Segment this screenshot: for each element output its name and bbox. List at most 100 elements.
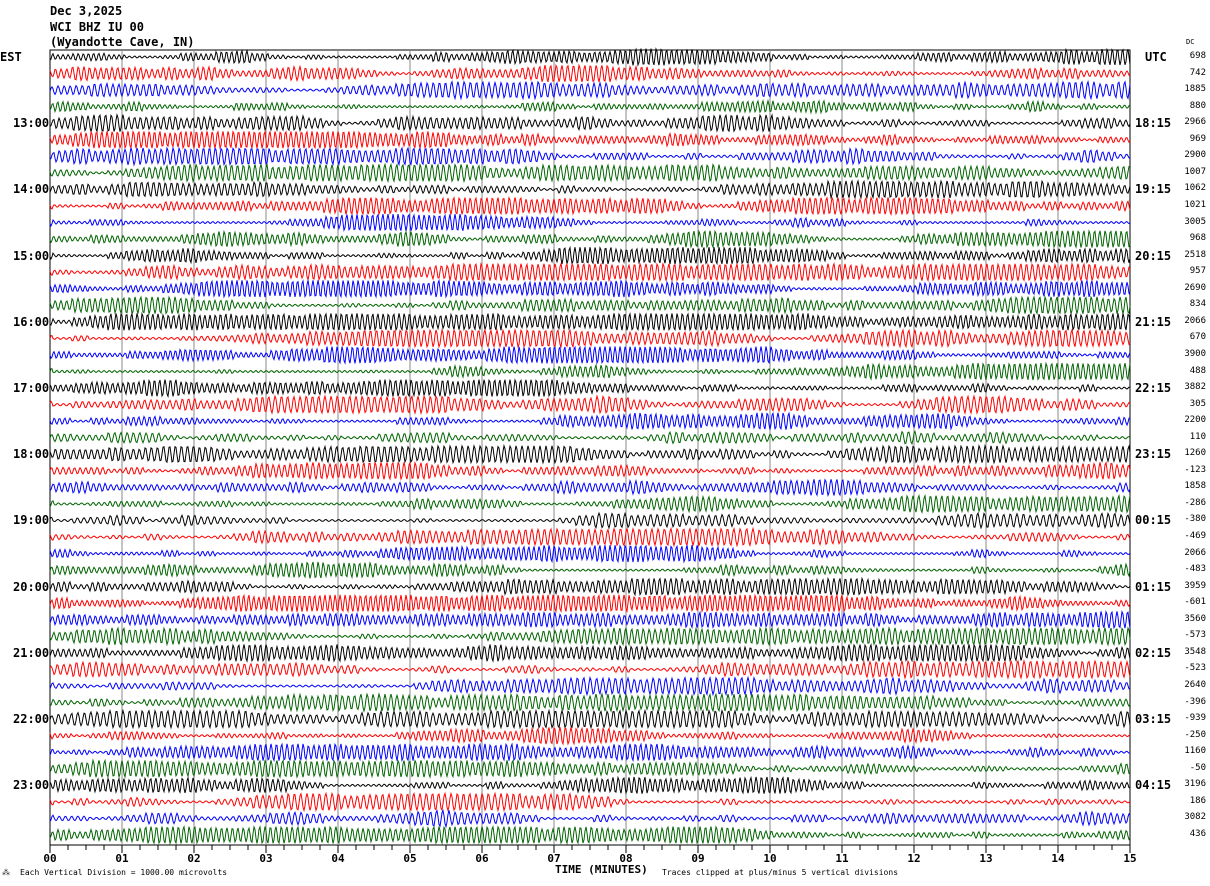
trace-32 <box>49 576 1131 597</box>
dc-offset: -123 <box>1184 464 1206 475</box>
dc-offset: 1858 <box>1184 481 1206 492</box>
dc-offset: -50 <box>1189 762 1206 773</box>
dc-offset: 1885 <box>1184 84 1206 95</box>
est-hour-label: 17:00 <box>13 381 50 396</box>
dc-offset: 110 <box>1189 431 1206 442</box>
dc-offset: 742 <box>1189 67 1206 78</box>
x-tick-label: 14 <box>1051 852 1065 865</box>
trace-34 <box>49 609 1131 630</box>
x-tick-label: 07 <box>547 852 560 865</box>
dc-offset: 1260 <box>1184 448 1206 459</box>
est-hour-label: 21:00 <box>13 645 50 660</box>
est-hour-label: 19:00 <box>13 513 50 528</box>
trace-44 <box>49 775 1131 795</box>
dc-offset: -469 <box>1184 531 1206 542</box>
x-tick-label: 10 <box>763 852 776 865</box>
trace-9 <box>49 195 1131 217</box>
trace-38 <box>49 675 1131 697</box>
trace-39 <box>49 692 1131 713</box>
utc-hour-label: 19:15 <box>1135 182 1172 197</box>
x-tick-label: 12 <box>907 852 920 865</box>
utc-hour-label: 03:15 <box>1135 712 1172 727</box>
trace-46 <box>49 809 1131 829</box>
dc-offset: 1160 <box>1184 746 1206 757</box>
x-tick-label: 13 <box>979 852 992 865</box>
utc-hour-label: 04:15 <box>1135 778 1172 793</box>
scale-note: Each Vertical Division = 1000.00 microvo… <box>20 868 228 877</box>
trace-23 <box>49 430 1131 446</box>
trace-36 <box>49 642 1131 663</box>
trace-11 <box>49 229 1131 249</box>
est-hour-label: 13:00 <box>13 116 50 131</box>
dc-offset: 1062 <box>1184 183 1206 194</box>
trace-4 <box>49 112 1131 134</box>
trace-20 <box>49 378 1131 399</box>
x-tick-label: 11 <box>835 852 849 865</box>
trace-26 <box>49 478 1131 498</box>
trace-28 <box>49 511 1131 530</box>
utc-hour-label: 21:15 <box>1135 314 1172 329</box>
trace-43 <box>49 758 1131 780</box>
dc-offset: 3196 <box>1184 779 1206 790</box>
x-tick-label: 03 <box>259 852 272 865</box>
utc-hour-label: 18:15 <box>1135 116 1172 131</box>
utc-hour-label: 00:15 <box>1135 513 1172 528</box>
dc-offset: 3882 <box>1184 382 1206 393</box>
dc-offset: 834 <box>1189 299 1206 310</box>
trace-7 <box>49 162 1131 184</box>
dc-offset: 1007 <box>1184 166 1206 177</box>
dc-offset: 3560 <box>1184 613 1206 624</box>
trace-27 <box>49 493 1131 514</box>
trace-33 <box>49 593 1131 614</box>
station-label: WCI BHZ IU 00 <box>50 20 144 34</box>
trace-24 <box>49 443 1131 465</box>
dc-offset: 968 <box>1189 233 1206 244</box>
x-axis-title: TIME (MINUTES) <box>555 863 648 876</box>
dc-offset: 698 <box>1189 51 1206 61</box>
dc-label: DC <box>1186 38 1195 46</box>
trace-42 <box>49 742 1131 763</box>
trace-45 <box>49 791 1131 813</box>
est-hour-label: 20:00 <box>13 579 50 594</box>
trace-3 <box>49 98 1131 115</box>
trace-5 <box>49 130 1131 150</box>
est-hour-label: 14:00 <box>13 182 50 197</box>
trace-30 <box>49 544 1131 564</box>
dc-offset: 670 <box>1189 332 1206 343</box>
trace-47 <box>49 824 1131 846</box>
dc-offset: 3959 <box>1184 580 1206 591</box>
right-timezone: UTC <box>1145 50 1167 64</box>
dc-offset: 3005 <box>1184 216 1206 227</box>
dc-offset: 2066 <box>1184 315 1206 326</box>
dc-offset: -483 <box>1184 564 1206 575</box>
trace-35 <box>49 626 1131 647</box>
dc-offset: -573 <box>1184 630 1206 641</box>
dc-offset: -601 <box>1184 597 1206 608</box>
clip-note: Traces clipped at plus/minus 5 vertical … <box>662 868 899 877</box>
left-timezone: EST <box>0 50 22 64</box>
dc-offset: 957 <box>1189 266 1206 277</box>
x-tick-label: 06 <box>475 852 489 865</box>
trace-18 <box>49 345 1131 365</box>
dc-offset: 488 <box>1189 365 1206 376</box>
trace-25 <box>49 460 1131 481</box>
trace-10 <box>49 213 1131 233</box>
location-label: (Wyandotte Cave, IN) <box>50 35 195 49</box>
dc-offset: 3082 <box>1184 812 1206 823</box>
trace-41 <box>49 726 1131 746</box>
dc-offset: 969 <box>1189 133 1206 144</box>
trace-16 <box>49 311 1131 332</box>
x-tick-label: 00 <box>43 852 56 865</box>
trace-21 <box>49 394 1131 416</box>
trace-13 <box>49 261 1131 283</box>
trace-14 <box>49 278 1131 299</box>
scale-icon: ⁂ <box>2 868 10 877</box>
x-tick-label: 01 <box>115 852 129 865</box>
trace-6 <box>49 146 1131 167</box>
utc-hour-label: 01:15 <box>1135 579 1172 594</box>
trace-40 <box>49 708 1131 730</box>
dc-offset: 880 <box>1189 100 1206 111</box>
est-hour-label: 15:00 <box>13 248 50 263</box>
dc-offset: 2690 <box>1184 282 1206 293</box>
trace-1 <box>49 63 1131 83</box>
